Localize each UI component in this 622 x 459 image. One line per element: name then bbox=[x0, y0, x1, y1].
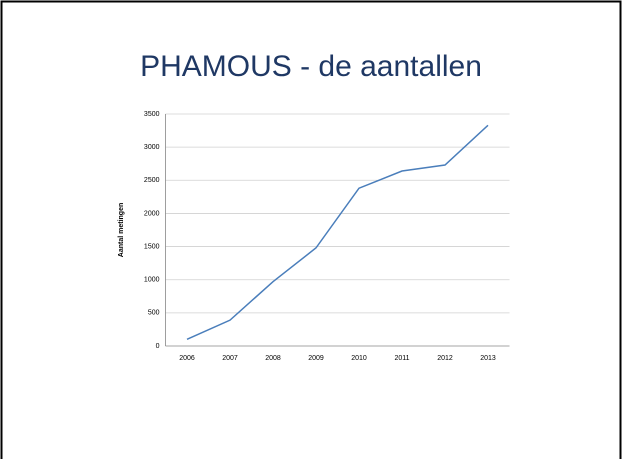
slide-title: PHAMOUS - de aantallen bbox=[140, 50, 482, 83]
y-tick-label: 1000 bbox=[144, 277, 160, 284]
y-tick-label: 3500 bbox=[144, 111, 160, 118]
y-tick-label: 0 bbox=[156, 343, 160, 350]
x-tick-label: 2007 bbox=[222, 355, 238, 362]
y-axis-label: Aantal metingen bbox=[118, 203, 125, 257]
x-tick-label: 2013 bbox=[480, 355, 496, 362]
data-line bbox=[186, 124, 489, 341]
y-tick-label: 2500 bbox=[144, 177, 160, 184]
x-tick-label: 2011 bbox=[394, 355, 409, 362]
x-tick-label: 2012 bbox=[437, 355, 453, 362]
x-tick-label: 2006 bbox=[179, 355, 195, 362]
y-tick-label: 500 bbox=[148, 310, 160, 317]
x-tick-label: 2010 bbox=[351, 355, 367, 362]
x-tick-label: 2009 bbox=[308, 355, 324, 362]
y-tick-label: 1500 bbox=[144, 243, 160, 250]
x-tick-label: 2008 bbox=[265, 355, 281, 362]
y-tick-label: 3000 bbox=[144, 144, 160, 151]
y-tick-label: 2000 bbox=[144, 210, 160, 217]
